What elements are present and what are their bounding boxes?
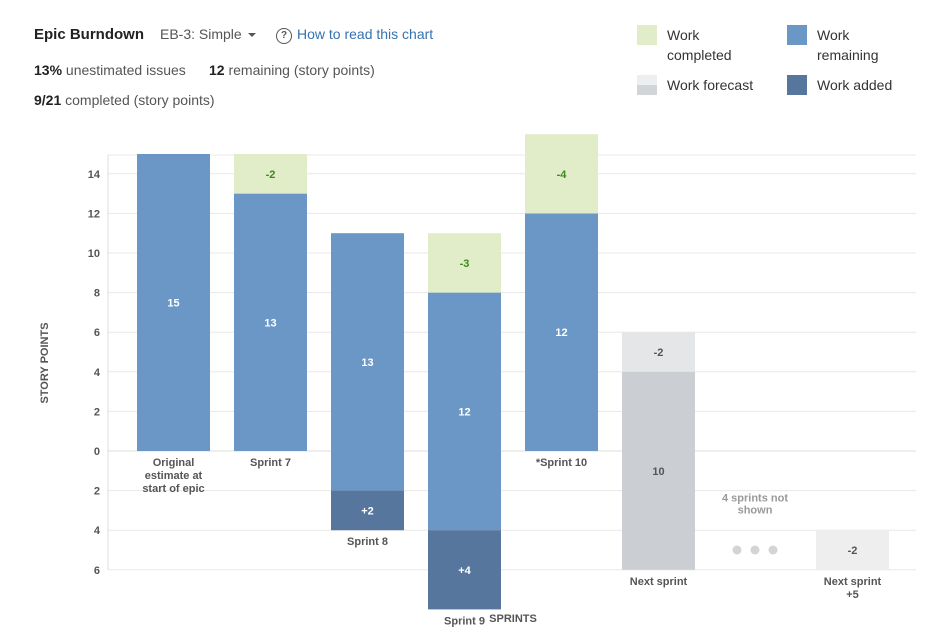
bar-remaining-below xyxy=(331,451,404,491)
completed-stat: 9/21 completed (story points) xyxy=(34,92,215,108)
legend-completed: Work completed xyxy=(667,25,732,65)
remaining-label: 12 xyxy=(555,327,567,339)
bar-remaining xyxy=(137,154,210,451)
x-category-label: *Sprint 10 xyxy=(536,457,587,469)
completed-value: 9/21 xyxy=(34,92,62,108)
unestimated-label: unestimated issues xyxy=(65,62,186,78)
bar-forecast-completed xyxy=(816,530,889,570)
epic-select[interactable]: EB-3: Simple xyxy=(160,26,256,42)
x-category-label: Original xyxy=(153,457,195,469)
y-tick-label: 6 xyxy=(94,327,100,339)
remaining-label: 13 xyxy=(361,357,373,369)
x-category-label: start of epic xyxy=(142,483,204,495)
gap-dot xyxy=(750,545,760,555)
bar-added xyxy=(331,490,404,531)
x-category-label: Sprint 7 xyxy=(250,457,291,469)
y-tick-label: 2 xyxy=(94,486,100,498)
completed-label: completed (story points) xyxy=(65,92,215,108)
forecast-completed-label: -2 xyxy=(654,347,664,359)
y-axis-title: STORY POINTS xyxy=(39,322,51,403)
y-tick-label: 14 xyxy=(88,169,101,181)
y-tick-label: 2 xyxy=(94,406,100,418)
bar-forecast-completed xyxy=(622,332,695,372)
legend-forecast: Work forecast xyxy=(667,77,754,93)
remaining-label: 13 xyxy=(264,317,276,329)
added-label: +4 xyxy=(458,565,471,577)
x-category-label: Sprint 8 xyxy=(347,536,388,548)
gap-dot xyxy=(732,545,742,555)
remaining-label: 15 xyxy=(167,298,179,310)
legend-added: Work added xyxy=(817,77,893,93)
bar-remaining xyxy=(525,213,598,451)
remaining-stat: 12 remaining (story points) xyxy=(209,62,375,78)
bar-remaining xyxy=(331,233,404,451)
legend-swatch-forecast xyxy=(637,75,657,95)
bar-remaining xyxy=(234,193,307,451)
chevron-down-icon xyxy=(247,33,256,38)
y-tick-label: 0 xyxy=(94,446,100,458)
added-label: +2 xyxy=(361,505,374,517)
y-tick-label: 4 xyxy=(94,367,101,379)
y-tick-label: 4 xyxy=(94,525,101,537)
legend-swatch-added xyxy=(787,75,807,95)
gap-dot xyxy=(768,545,778,555)
bar-completed xyxy=(428,233,501,293)
bar-added xyxy=(428,530,501,610)
bar-completed xyxy=(234,154,307,194)
completed-label: -3 xyxy=(460,258,470,270)
unestimated-value: 13% xyxy=(34,62,63,78)
legend-remaining-line1: Work xyxy=(817,27,850,43)
bar-remaining-below xyxy=(428,451,501,531)
remaining-label: 12 xyxy=(458,406,470,418)
x-category-label: estimate at xyxy=(145,470,203,482)
bar-remaining xyxy=(428,292,501,451)
y-tick-label: 12 xyxy=(88,208,100,220)
help-link-label: How to read this chart xyxy=(297,26,434,42)
x-axis-title: SPRINTS xyxy=(489,613,537,625)
x-category-label: Sprint 9 xyxy=(444,615,485,627)
remaining-value: 12 xyxy=(209,62,225,78)
legend-remaining: Work remaining xyxy=(817,25,878,65)
legend-completed-line1: Work xyxy=(667,27,700,43)
remaining-label: remaining (story points) xyxy=(228,62,375,78)
gap-label: 4 sprints not xyxy=(722,492,788,504)
completed-label: -2 xyxy=(266,169,276,181)
legend-swatch-remaining xyxy=(787,25,807,45)
epic-select-label: EB-3: Simple xyxy=(160,26,242,42)
legend-swatch-completed xyxy=(637,25,657,45)
bar-completed xyxy=(525,134,598,214)
x-category-label: +5 xyxy=(846,589,859,601)
y-tick-label: 6 xyxy=(94,565,100,577)
y-tick-label: 10 xyxy=(88,248,100,260)
question-icon: ? xyxy=(276,28,292,44)
gap-label-line2: shown xyxy=(738,504,773,516)
forecast-label: 10 xyxy=(652,466,664,478)
legend-remaining-line2: remaining xyxy=(817,47,879,63)
x-category-label: Next sprint xyxy=(824,576,882,588)
unestimated-stat: 13% unestimated issues xyxy=(34,62,186,78)
chart-title: Epic Burndown xyxy=(34,26,144,43)
bar-forecast xyxy=(622,371,695,570)
x-category-label: Next sprint xyxy=(630,576,688,588)
forecast-completed-label: -2 xyxy=(848,545,858,557)
help-link[interactable]: ? How to read this chart xyxy=(276,26,433,44)
y-tick-label: 8 xyxy=(94,288,100,300)
legend-completed-line2: completed xyxy=(667,47,732,63)
completed-label: -4 xyxy=(557,169,568,181)
